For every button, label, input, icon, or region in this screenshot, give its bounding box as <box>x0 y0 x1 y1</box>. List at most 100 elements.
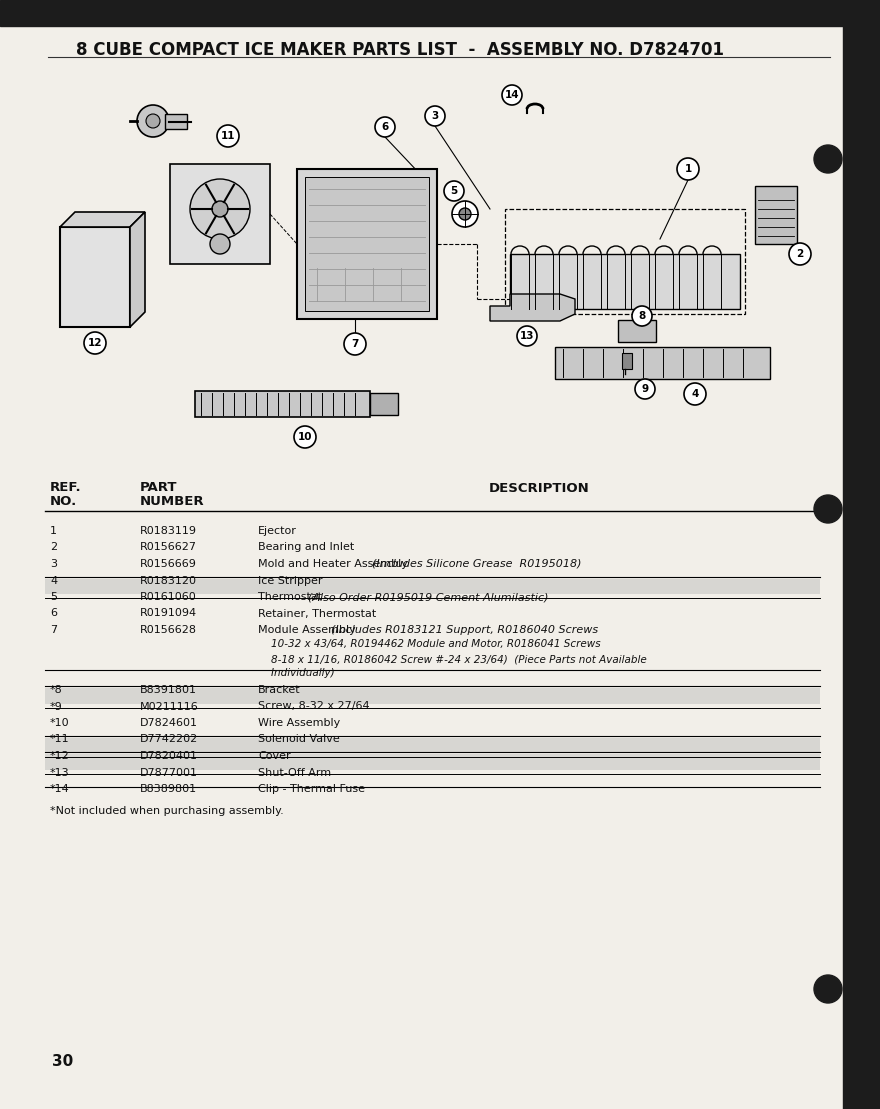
Text: 10: 10 <box>297 433 312 442</box>
Text: Thermostat: Thermostat <box>258 592 326 602</box>
Circle shape <box>789 243 811 265</box>
Text: 12: 12 <box>88 338 102 348</box>
Text: *14: *14 <box>50 784 70 794</box>
Text: R0161060: R0161060 <box>140 592 197 602</box>
Circle shape <box>452 201 478 227</box>
Text: Bracket: Bracket <box>258 685 301 695</box>
Bar <box>305 177 429 311</box>
Polygon shape <box>490 294 575 321</box>
Text: R0183119: R0183119 <box>140 526 197 536</box>
Bar <box>45 688 820 703</box>
Circle shape <box>684 383 706 405</box>
Text: Module Assembly: Module Assembly <box>258 625 359 635</box>
Text: M0211116: M0211116 <box>140 702 199 712</box>
Text: 7: 7 <box>351 339 359 349</box>
Text: D7742202: D7742202 <box>140 734 198 744</box>
Circle shape <box>84 332 106 354</box>
Circle shape <box>425 106 445 126</box>
Bar <box>0 0 880 26</box>
Text: R0156627: R0156627 <box>140 542 197 552</box>
Text: D7877001: D7877001 <box>140 767 198 777</box>
Text: R0183120: R0183120 <box>140 576 197 586</box>
Text: Ejector: Ejector <box>258 526 297 536</box>
Text: 4: 4 <box>50 576 57 586</box>
Text: D7824601: D7824601 <box>140 718 198 728</box>
Text: 2: 2 <box>50 542 57 552</box>
Polygon shape <box>130 212 145 327</box>
Bar <box>622 353 632 369</box>
Text: *10: *10 <box>50 718 70 728</box>
Circle shape <box>814 975 842 1003</box>
Polygon shape <box>60 212 145 227</box>
Circle shape <box>210 234 230 254</box>
Text: 3: 3 <box>50 559 57 569</box>
Text: *11: *11 <box>50 734 70 744</box>
Text: B8389801: B8389801 <box>140 784 197 794</box>
Text: (Also Order R0195019 Cement Alumilastic): (Also Order R0195019 Cement Alumilastic) <box>308 592 548 602</box>
Text: 6: 6 <box>381 122 389 132</box>
Bar <box>618 321 656 342</box>
Circle shape <box>146 114 160 128</box>
Circle shape <box>344 333 366 355</box>
Bar <box>45 579 820 594</box>
Text: R0156628: R0156628 <box>140 625 197 635</box>
Bar <box>755 186 797 244</box>
Bar <box>170 164 270 264</box>
Text: Solenoid Valve: Solenoid Valve <box>258 734 340 744</box>
Circle shape <box>459 208 471 220</box>
Text: 14: 14 <box>505 90 519 100</box>
Circle shape <box>444 181 464 201</box>
Bar <box>297 169 437 319</box>
Text: 11: 11 <box>221 131 235 141</box>
Circle shape <box>190 179 250 240</box>
Text: 4: 4 <box>692 389 699 399</box>
Text: 1: 1 <box>50 526 57 536</box>
Text: Mold and Heater Assembly: Mold and Heater Assembly <box>258 559 411 569</box>
Circle shape <box>212 201 228 217</box>
Text: REF.: REF. <box>50 481 82 494</box>
Text: *13: *13 <box>50 767 70 777</box>
Bar <box>60 227 130 327</box>
Text: 8 CUBE COMPACT ICE MAKER PARTS LIST  -  ASSEMBLY NO. D7824701: 8 CUBE COMPACT ICE MAKER PARTS LIST - AS… <box>76 41 724 59</box>
Circle shape <box>635 379 655 399</box>
Text: 1: 1 <box>685 164 692 174</box>
Circle shape <box>217 125 239 147</box>
Bar <box>370 393 398 415</box>
Text: R0191094: R0191094 <box>140 609 197 619</box>
Circle shape <box>677 157 699 180</box>
Text: Retainer, Thermostat: Retainer, Thermostat <box>258 609 377 619</box>
Text: (Includes Silicone Grease  R0195018): (Includes Silicone Grease R0195018) <box>371 559 582 569</box>
Text: Individually): Individually) <box>258 669 334 679</box>
Text: 5: 5 <box>50 592 57 602</box>
Text: NO.: NO. <box>50 495 77 508</box>
Text: DESCRIPTION: DESCRIPTION <box>488 481 590 495</box>
Text: 10-32 x 43/64, R0194462 Module and Motor, R0186041 Screws: 10-32 x 43/64, R0194462 Module and Motor… <box>258 640 601 650</box>
Circle shape <box>814 145 842 173</box>
Text: 2: 2 <box>796 250 803 260</box>
Text: *12: *12 <box>50 751 70 761</box>
Text: Wire Assembly: Wire Assembly <box>258 718 341 728</box>
Circle shape <box>137 105 169 138</box>
Text: 5: 5 <box>451 186 458 196</box>
Text: Bearing and Inlet: Bearing and Inlet <box>258 542 355 552</box>
Bar <box>843 0 880 1109</box>
Circle shape <box>294 426 316 448</box>
Text: 7: 7 <box>50 625 57 635</box>
Circle shape <box>517 326 537 346</box>
Text: B8391801: B8391801 <box>140 685 197 695</box>
Text: *9: *9 <box>50 702 62 712</box>
Text: 8-18 x 11/16, R0186042 Screw #-24 x 23/64)  (Piece Parts not Available: 8-18 x 11/16, R0186042 Screw #-24 x 23/6… <box>258 654 647 664</box>
Circle shape <box>632 306 652 326</box>
Circle shape <box>814 495 842 523</box>
Bar <box>195 391 370 417</box>
Text: 3: 3 <box>431 111 438 121</box>
Text: PART: PART <box>140 481 178 494</box>
Circle shape <box>375 118 395 138</box>
Text: 30: 30 <box>52 1054 73 1069</box>
Text: 13: 13 <box>520 330 534 340</box>
Text: Screw, 8-32 x 27/64: Screw, 8-32 x 27/64 <box>258 702 370 712</box>
Text: NUMBER: NUMBER <box>140 495 205 508</box>
Text: *Not included when purchasing assembly.: *Not included when purchasing assembly. <box>50 805 283 815</box>
Text: D7820401: D7820401 <box>140 751 198 761</box>
Text: Shut-Off Arm: Shut-Off Arm <box>258 767 331 777</box>
